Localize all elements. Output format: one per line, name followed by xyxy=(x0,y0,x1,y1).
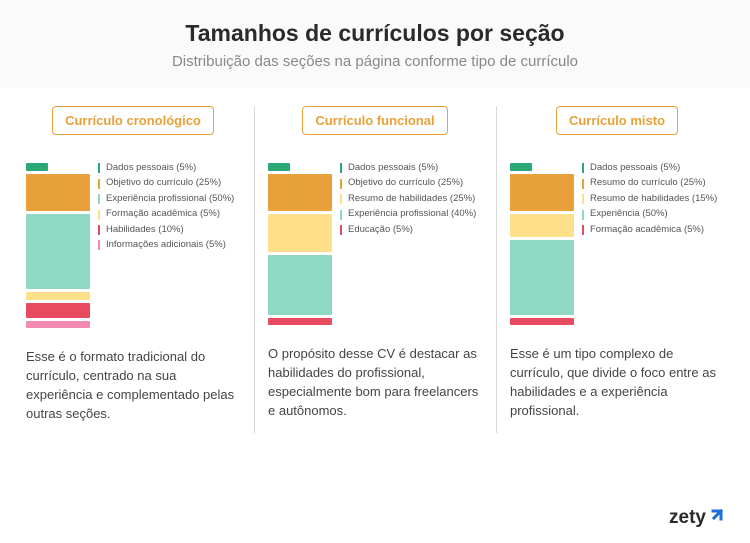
chart-area: Dados pessoais (5%) Resumo do currículo (… xyxy=(510,163,724,325)
header: Tamanhos de currículos por seção Distrib… xyxy=(0,0,750,88)
bar-segment xyxy=(268,318,332,326)
bar-segment xyxy=(26,174,90,212)
column-description: Esse é o formato tradicional do currícul… xyxy=(26,348,240,423)
legend-item: Experiência profissional (50%) xyxy=(98,194,240,204)
column-title-wrap: Currículo misto xyxy=(510,106,724,135)
bar-segment xyxy=(510,318,574,326)
bar-segment xyxy=(26,214,90,289)
legend-item: Dados pessoais (5%) xyxy=(582,163,724,173)
legend-item: Resumo de habilidades (25%) xyxy=(340,194,482,204)
legend-item: Experiência (50%) xyxy=(582,209,724,219)
legend-label: Formação acadêmica (5%) xyxy=(106,209,220,219)
legend-item: Dados pessoais (5%) xyxy=(98,163,240,173)
legend-label: Resumo de habilidades (15%) xyxy=(590,194,717,204)
legend-tick xyxy=(582,163,584,173)
legend-tick xyxy=(98,225,100,235)
bar-segment xyxy=(26,163,48,171)
legend-item: Educação (5%) xyxy=(340,225,482,235)
legend-tick xyxy=(582,194,584,204)
column-title: Currículo cronológico xyxy=(52,106,214,135)
legend-label: Experiência (50%) xyxy=(590,209,668,219)
legend-label: Dados pessoais (5%) xyxy=(106,163,196,173)
column-0: Currículo cronológico Dados pessoais (5%)… xyxy=(12,88,254,433)
column-description: O propósito desse CV é destacar as habil… xyxy=(268,345,482,420)
columns-container: Currículo cronológico Dados pessoais (5%)… xyxy=(0,88,750,433)
legend-label: Experiência profissional (40%) xyxy=(348,209,476,219)
legend-label: Informações adicionais (5%) xyxy=(106,240,226,250)
legend-label: Objetivo do currículo (25%) xyxy=(106,178,221,188)
bar-segment xyxy=(26,292,90,300)
bar-segment xyxy=(268,214,332,252)
legend-label: Resumo do currículo (25%) xyxy=(590,178,706,188)
legend-tick xyxy=(582,179,584,189)
legend-tick xyxy=(340,179,342,189)
legend-label: Dados pessoais (5%) xyxy=(590,163,680,173)
page-subtitle: Distribuição das seções na página confor… xyxy=(20,53,730,70)
bar-segment xyxy=(510,214,574,237)
chart-area: Dados pessoais (5%) Objetivo do currículo… xyxy=(268,163,482,325)
bar-segment xyxy=(510,163,532,171)
legend-item: Habilidades (10%) xyxy=(98,225,240,235)
legend-tick xyxy=(98,179,100,189)
legend-label: Formação acadêmica (5%) xyxy=(590,225,704,235)
legend-item: Informações adicionais (5%) xyxy=(98,240,240,250)
infographic-root: Tamanhos de currículos por seção Distrib… xyxy=(0,0,750,543)
legend-tick xyxy=(98,163,100,173)
legend-tick xyxy=(582,210,584,220)
legend-item: Formação acadêmica (5%) xyxy=(98,209,240,219)
legend-item: Dados pessoais (5%) xyxy=(340,163,482,173)
legend-label: Educação (5%) xyxy=(348,225,413,235)
bar-stack xyxy=(268,163,332,325)
bar-segment xyxy=(268,174,332,212)
column-description: Esse é um tipo complexo de currículo, qu… xyxy=(510,345,724,420)
column-2: Currículo misto Dados pessoais (5%) Resumo… xyxy=(496,88,738,433)
footer-brand: zety xyxy=(669,507,726,529)
legend-label: Experiência profissional (50%) xyxy=(106,194,234,204)
bar-segment xyxy=(268,255,332,315)
bar-segment xyxy=(510,240,574,315)
legend-label: Dados pessoais (5%) xyxy=(348,163,438,173)
column-title-wrap: Currículo funcional xyxy=(268,106,482,135)
legend-tick xyxy=(340,163,342,173)
bar-stack xyxy=(510,163,574,325)
legend-item: Formação acadêmica (5%) xyxy=(582,225,724,235)
legend: Dados pessoais (5%) Resumo do currículo (… xyxy=(582,163,724,235)
legend-item: Objetivo do currículo (25%) xyxy=(340,178,482,188)
column-title-wrap: Currículo cronológico xyxy=(26,106,240,135)
legend-item: Objetivo do currículo (25%) xyxy=(98,178,240,188)
legend: Dados pessoais (5%) Objetivo do currículo… xyxy=(340,163,482,235)
bar-stack xyxy=(26,163,90,328)
legend-label: Resumo de habilidades (25%) xyxy=(348,194,475,204)
legend-tick xyxy=(582,225,584,235)
legend-item: Resumo do currículo (25%) xyxy=(582,178,724,188)
legend-label: Objetivo do currículo (25%) xyxy=(348,178,463,188)
legend-tick xyxy=(98,194,100,204)
bar-segment xyxy=(510,174,574,212)
page-title: Tamanhos de currículos por seção xyxy=(20,20,730,47)
legend-tick xyxy=(98,240,100,250)
bar-segment xyxy=(26,321,90,329)
brand-arrow-icon xyxy=(710,508,726,529)
legend-tick xyxy=(98,210,100,220)
legend-tick xyxy=(340,194,342,204)
bar-segment xyxy=(268,163,290,171)
column-title: Currículo funcional xyxy=(302,106,447,135)
legend-tick xyxy=(340,210,342,220)
brand-text: zety xyxy=(669,507,706,529)
chart-area: Dados pessoais (5%) Objetivo do currículo… xyxy=(26,163,240,328)
legend-label: Habilidades (10%) xyxy=(106,225,184,235)
legend-item: Resumo de habilidades (15%) xyxy=(582,194,724,204)
legend-item: Experiência profissional (40%) xyxy=(340,209,482,219)
legend-tick xyxy=(340,225,342,235)
column-1: Currículo funcional Dados pessoais (5%) Ob… xyxy=(254,88,496,433)
legend: Dados pessoais (5%) Objetivo do currículo… xyxy=(98,163,240,251)
bar-segment xyxy=(26,303,90,318)
column-title: Currículo misto xyxy=(556,106,678,135)
